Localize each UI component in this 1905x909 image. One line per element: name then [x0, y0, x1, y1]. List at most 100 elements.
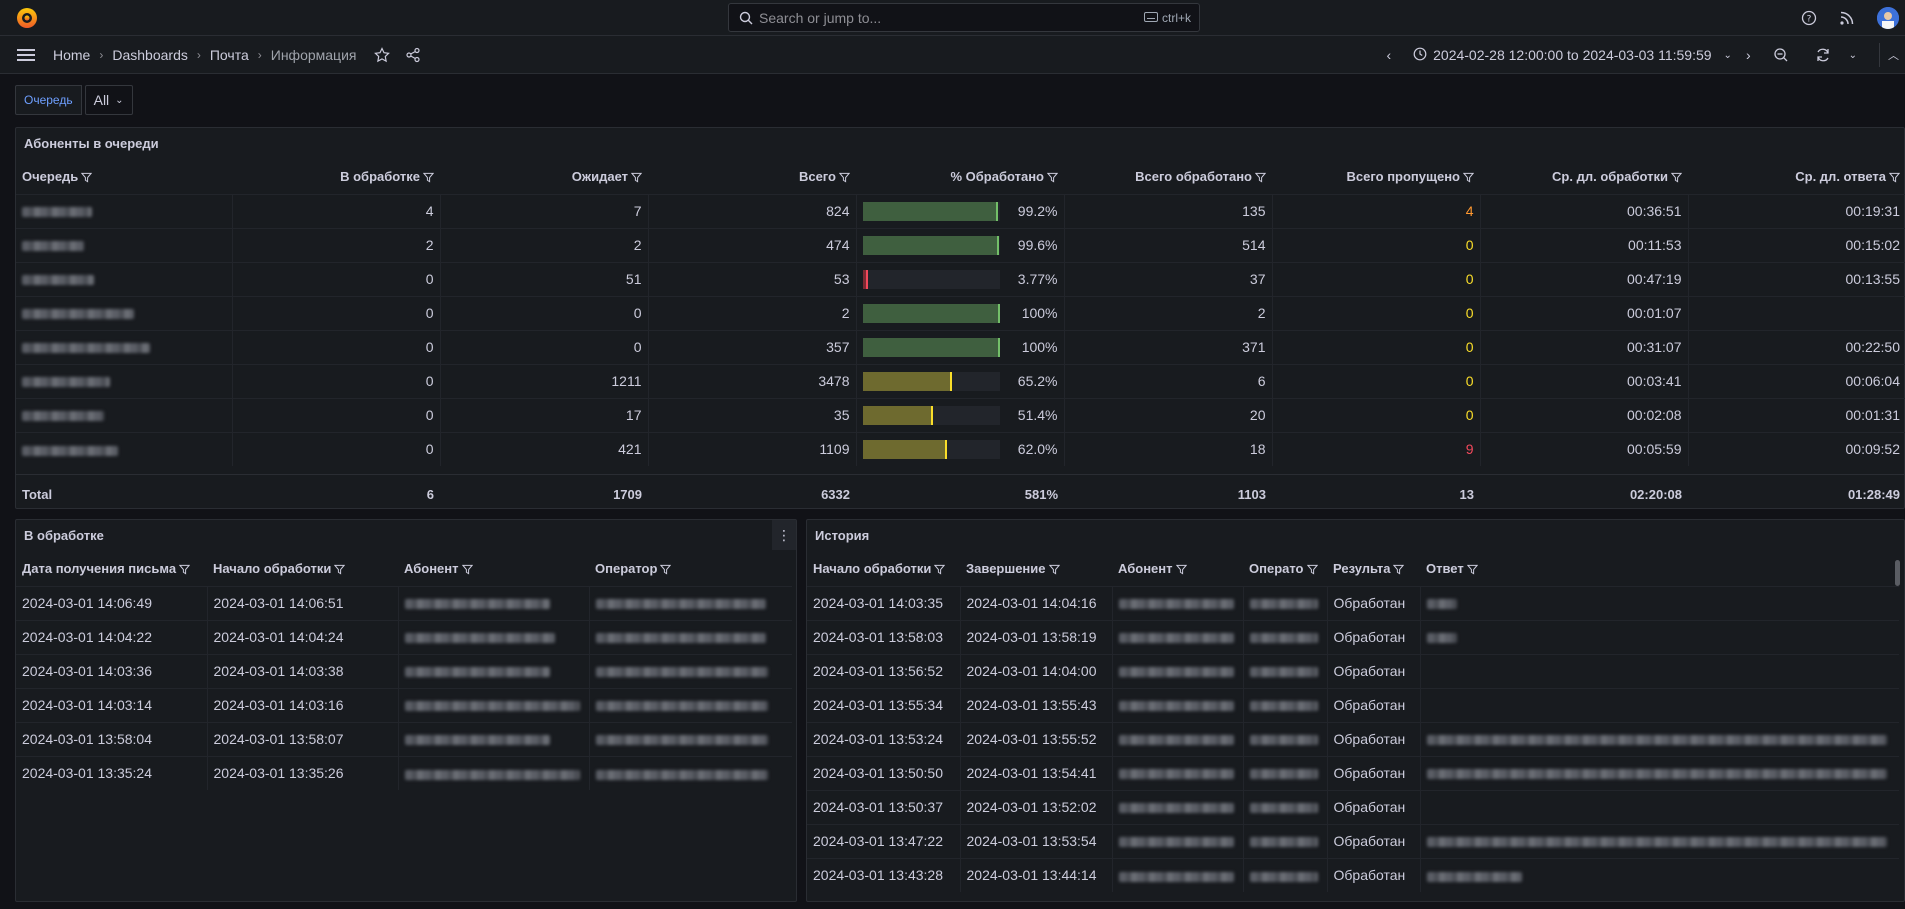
filter-icon[interactable] — [1466, 564, 1478, 575]
column-header[interactable]: Начало обработки — [207, 552, 398, 586]
column-header[interactable]: В обработке — [232, 160, 440, 194]
avg-processing-cell: 00:47:19 — [1479, 261, 1688, 296]
breadcrumb-folder[interactable]: Почта — [209, 46, 249, 63]
refresh-interval-chevron-icon[interactable]: ⌄ — [1848, 49, 1857, 61]
menu-icon[interactable] — [17, 48, 35, 62]
progress-bar — [862, 269, 1000, 289]
in-processing-cell: 2 — [231, 227, 440, 262]
keyboard-icon — [1143, 11, 1158, 25]
filter-icon[interactable] — [660, 564, 672, 575]
in-processing-cell: 4 — [231, 193, 440, 228]
avg-response-cell: 00:09:52 — [1687, 431, 1905, 466]
operator-cell — [588, 619, 792, 654]
subscriber-cell — [1111, 755, 1243, 790]
column-header[interactable]: Результа — [1327, 552, 1420, 586]
table-row: 2024-03-01 14:04:22 2024-03-01 14:04:24 — [16, 619, 792, 654]
total-missed-cell: 0 — [1271, 397, 1480, 432]
time-range-picker[interactable]: 2024-02-28 12:00:00 to 2024-03-03 11:59:… — [1413, 47, 1732, 64]
avg-processing-cell: 00:11:53 — [1479, 227, 1688, 262]
filter-icon[interactable] — [423, 172, 434, 183]
total-processed-cell: 18 — [1063, 431, 1272, 466]
operator-cell — [1242, 721, 1327, 756]
total-avg_resp: 01:28:49 — [1688, 473, 1905, 514]
redacted-value — [22, 241, 84, 252]
grafana-logo-icon[interactable] — [14, 5, 40, 31]
column-header[interactable]: Начало обработки — [807, 552, 960, 586]
filter-icon[interactable] — [1889, 172, 1900, 183]
time-forward-icon[interactable]: › — [1745, 47, 1751, 63]
panel-menu-icon[interactable]: ⋮ — [772, 520, 796, 550]
time-range-label: 2024-02-28 12:00:00 to 2024-03-03 11:59:… — [1433, 47, 1712, 63]
user-avatar[interactable] — [1877, 7, 1899, 29]
filter-icon[interactable] — [1048, 564, 1060, 575]
collapse-icon[interactable]: ︿ — [1888, 50, 1899, 62]
column-header[interactable]: Ответ — [1420, 552, 1899, 586]
waiting-cell: 0 — [439, 329, 648, 364]
column-header[interactable]: Всего пропущено — [1272, 160, 1480, 194]
column-header[interactable]: Операто — [1243, 552, 1327, 586]
search-input[interactable]: Search or jump to... ctrl+k — [728, 3, 1200, 32]
operator-cell — [588, 687, 792, 722]
filter-icon[interactable] — [1463, 172, 1474, 183]
filter-icon[interactable] — [81, 172, 93, 183]
help-icon[interactable]: ? — [1801, 10, 1817, 26]
column-header[interactable]: Оператор — [589, 552, 792, 586]
column-header[interactable]: Всего обработано — [1064, 160, 1272, 194]
filter-icon[interactable] — [1306, 564, 1318, 575]
filter-icon[interactable] — [1047, 172, 1058, 183]
filter-icon[interactable] — [1393, 564, 1405, 575]
filter-icon[interactable] — [934, 564, 946, 575]
column-header[interactable]: Ср. дл. ответа — [1688, 160, 1905, 194]
end-date-cell: 2024-03-01 13:58:19 — [959, 619, 1112, 654]
news-feed-icon[interactable] — [1839, 10, 1855, 26]
total-processed-cell: 20 — [1063, 397, 1272, 432]
column-header[interactable]: Ожидает — [440, 160, 648, 194]
redacted-value — [22, 445, 118, 456]
star-icon[interactable] — [374, 46, 391, 63]
column-header[interactable]: Очередь — [16, 160, 232, 194]
column-header[interactable]: Абонент — [1112, 552, 1243, 586]
column-header[interactable]: Ср. дл. обработки — [1480, 160, 1688, 194]
breadcrumb-dashboards[interactable]: Dashboards — [112, 46, 188, 63]
panel-title: В обработке — [24, 527, 104, 543]
total-cell: 824 — [647, 193, 856, 228]
filter-icon[interactable] — [461, 564, 473, 575]
column-header[interactable]: Всего — [648, 160, 856, 194]
processed-percent-cell: 99.6% — [855, 227, 1064, 262]
panel-title: Абоненты в очереди — [24, 135, 159, 151]
processed-percent-cell: 62.0% — [855, 431, 1064, 466]
filter-icon[interactable] — [839, 172, 850, 183]
subscriber-cell — [1111, 619, 1243, 654]
table-row: 0 17 35 51.4% 20 0 00:02:08 00:01:31 — [16, 397, 1905, 432]
avg-processing-cell: 00:31:07 — [1479, 329, 1688, 364]
total-missed-cell: 0 — [1271, 261, 1480, 296]
filter-icon[interactable] — [1255, 172, 1266, 183]
filter-icon[interactable] — [1175, 564, 1187, 575]
filter-icon[interactable] — [631, 172, 642, 183]
variable-select[interactable]: All ⌄ — [84, 85, 133, 115]
total-processed: 1103 — [1064, 473, 1272, 514]
total-missed-cell: 0 — [1271, 295, 1480, 330]
filter-icon[interactable] — [334, 564, 346, 575]
received-date-cell: 2024-03-01 14:04:22 — [16, 619, 207, 654]
answer-cell — [1419, 687, 1899, 722]
column-header[interactable]: Абонент — [398, 552, 589, 586]
search-shortcut: ctrl+k — [1143, 11, 1191, 25]
zoom-out-icon[interactable] — [1773, 47, 1789, 63]
queue-name — [16, 227, 232, 262]
share-icon[interactable] — [405, 47, 421, 63]
column-header[interactable]: Дата получения письма — [16, 552, 207, 586]
waiting-cell: 2 — [439, 227, 648, 262]
received-date-cell: 2024-03-01 13:58:04 — [16, 721, 207, 756]
breadcrumb-home[interactable]: Home — [53, 46, 91, 63]
column-header[interactable]: % Обработано — [856, 160, 1064, 194]
filter-icon[interactable] — [1671, 172, 1682, 183]
redacted-value — [1426, 769, 1887, 780]
answer-cell — [1419, 789, 1899, 824]
column-header[interactable]: Завершение — [960, 552, 1112, 586]
scrollbar[interactable] — [1895, 560, 1900, 586]
filter-icon[interactable] — [179, 564, 191, 575]
refresh-icon[interactable] — [1815, 47, 1831, 63]
start-date-cell: 2024-03-01 14:04:24 — [206, 619, 398, 654]
time-back-icon[interactable]: ‹ — [1386, 47, 1392, 63]
